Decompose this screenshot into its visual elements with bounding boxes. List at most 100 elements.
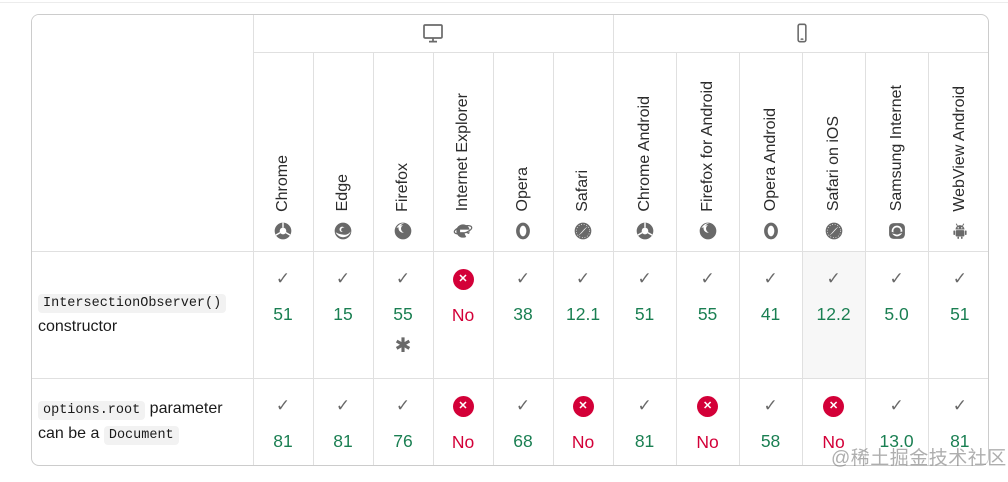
support-cell-safari[interactable]: ✓ 12.1: [552, 250, 614, 378]
support-cell-safari-ios[interactable]: ✓ 12.2: [801, 250, 866, 378]
version-label: 55: [697, 303, 718, 324]
column-header-internet-explorer: Internet Explorer: [432, 51, 493, 251]
support-cell-samsung-internet[interactable]: ✓ 5.0: [864, 250, 929, 378]
support-cell-internet-explorer[interactable]: ✕ No: [432, 250, 493, 378]
page-divider: [0, 2, 1008, 3]
support-cell-opera[interactable]: ✓ 68: [492, 377, 553, 465]
check-icon: ✓: [637, 395, 652, 415]
version-label: No: [696, 431, 719, 452]
safari-ios-icon: [824, 221, 844, 241]
version-label: 81: [634, 430, 655, 451]
check-icon: ✓: [763, 268, 778, 288]
column-header-safari: Safari: [552, 51, 614, 251]
mobile-phone-icon: [791, 21, 813, 43]
version-label: No: [571, 431, 595, 452]
support-cell-chrome-android[interactable]: ✓ 51: [612, 250, 677, 378]
support-cell-edge[interactable]: ✓ 15: [312, 250, 373, 378]
browser-header-row: Chrome Edge Firefox: [32, 51, 988, 251]
support-cell-samsung-internet[interactable]: ✓ 13.0: [864, 377, 929, 465]
version-label: 81: [333, 430, 353, 451]
column-header-safari-ios: Safari on iOS: [801, 51, 866, 251]
support-cell-chrome[interactable]: ✓ 51: [252, 250, 313, 378]
check-icon: ✓: [575, 268, 591, 288]
check-icon: ✓: [515, 395, 531, 415]
check-icon: ✓: [275, 395, 291, 415]
browser-name: Samsung Internet: [887, 85, 905, 212]
column-header-samsung-internet: Samsung Internet: [864, 51, 929, 251]
check-icon: ✓: [700, 268, 715, 288]
mobile-group-header: [612, 15, 988, 52]
version-label: 76: [393, 430, 413, 451]
support-cell-firefox[interactable]: ✓ 55 ✱: [372, 250, 433, 378]
browser-name: Opera: [514, 167, 532, 212]
browser-name: Edge: [334, 174, 352, 212]
version-label: No: [451, 431, 475, 452]
support-cell-chrome[interactable]: ✓ 81: [252, 377, 313, 465]
browser-name: WebView Android: [951, 85, 969, 212]
version-label: 55: [393, 303, 413, 324]
check-icon: ✓: [395, 395, 411, 415]
check-icon: ✓: [275, 268, 291, 288]
safari-icon: [573, 221, 593, 241]
browser-name: Safari on iOS: [824, 116, 842, 212]
support-cell-firefox-android[interactable]: ✓ 55: [675, 250, 740, 378]
version-label: 58: [760, 430, 781, 451]
firefox-android-icon: [698, 221, 718, 241]
support-cell-safari-ios[interactable]: ✕ No: [801, 377, 866, 465]
support-cell-opera-android[interactable]: ✓ 41: [738, 250, 803, 378]
support-cell-firefox-android[interactable]: ✕ No: [675, 377, 740, 465]
version-label: 81: [950, 430, 970, 451]
support-cell-safari[interactable]: ✕ No: [552, 377, 614, 465]
desktop-group-header: [252, 15, 614, 52]
check-icon: ✓: [889, 395, 904, 415]
support-cell-firefox[interactable]: ✓ 76: [372, 377, 433, 465]
version-label: 68: [513, 430, 533, 451]
column-header-chrome: Chrome: [252, 51, 313, 251]
column-header-firefox: Firefox: [372, 51, 433, 251]
inline-code: options.root: [38, 400, 146, 420]
desktop-monitor-icon: [421, 21, 445, 43]
group-header-row: [32, 15, 988, 251]
opera-icon: [513, 221, 533, 241]
browser-name: Chrome: [274, 154, 292, 212]
browser-name: Safari: [574, 169, 592, 212]
browser-name: Chrome Android: [635, 95, 653, 212]
feature-text: parameter can be a: [38, 399, 223, 442]
feature-label: IntersectionObserver() constructor: [32, 250, 253, 378]
version-label: 12.1: [566, 303, 601, 324]
opera-android-icon: [761, 221, 781, 241]
version-label: 38: [513, 303, 533, 324]
inline-code: Document: [103, 425, 179, 445]
column-header-opera: Opera: [492, 51, 553, 251]
version-label: 51: [273, 303, 293, 324]
version-label: 15: [333, 303, 353, 324]
check-icon: ✓: [952, 268, 967, 288]
support-cell-internet-explorer[interactable]: ✕ No: [432, 377, 493, 465]
support-cell-opera[interactable]: ✓ 38: [492, 250, 553, 378]
cross-icon: ✕: [823, 395, 845, 417]
version-label: 81: [273, 430, 293, 451]
support-cell-chrome-android[interactable]: ✓ 81: [612, 377, 677, 465]
browser-name: Internet Explorer: [454, 93, 472, 212]
browser-name: Firefox: [394, 162, 412, 212]
browser-name: Opera Android: [761, 108, 779, 212]
feature-row-options-root-document: options.root parameter can be a Document…: [32, 377, 988, 465]
column-header-webview-android: WebView Android: [927, 51, 988, 251]
samsung-internet-icon: [887, 221, 907, 241]
support-cell-opera-android[interactable]: ✓ 58: [738, 377, 803, 465]
firefox-icon: [393, 221, 413, 241]
feature-row-intersectionobserver-constructor: IntersectionObserver() constructor ✓ 51 ✓…: [32, 250, 988, 378]
browser-compat-table: Chrome Edge Firefox: [31, 14, 989, 466]
inline-code: IntersectionObserver(): [38, 293, 227, 313]
column-header-edge: Edge: [312, 51, 373, 251]
support-cell-edge[interactable]: ✓ 81: [312, 377, 373, 465]
chrome-android-icon: [635, 221, 655, 241]
version-label: 13.0: [879, 430, 914, 451]
check-icon: ✓: [826, 268, 841, 288]
version-label: 51: [950, 303, 970, 324]
feature-text: constructor: [38, 317, 118, 335]
version-label: 41: [760, 303, 781, 324]
support-cell-webview-android[interactable]: ✓ 51: [927, 250, 988, 378]
support-cell-webview-android[interactable]: ✓ 81: [927, 377, 988, 465]
version-label: 51: [634, 303, 655, 324]
